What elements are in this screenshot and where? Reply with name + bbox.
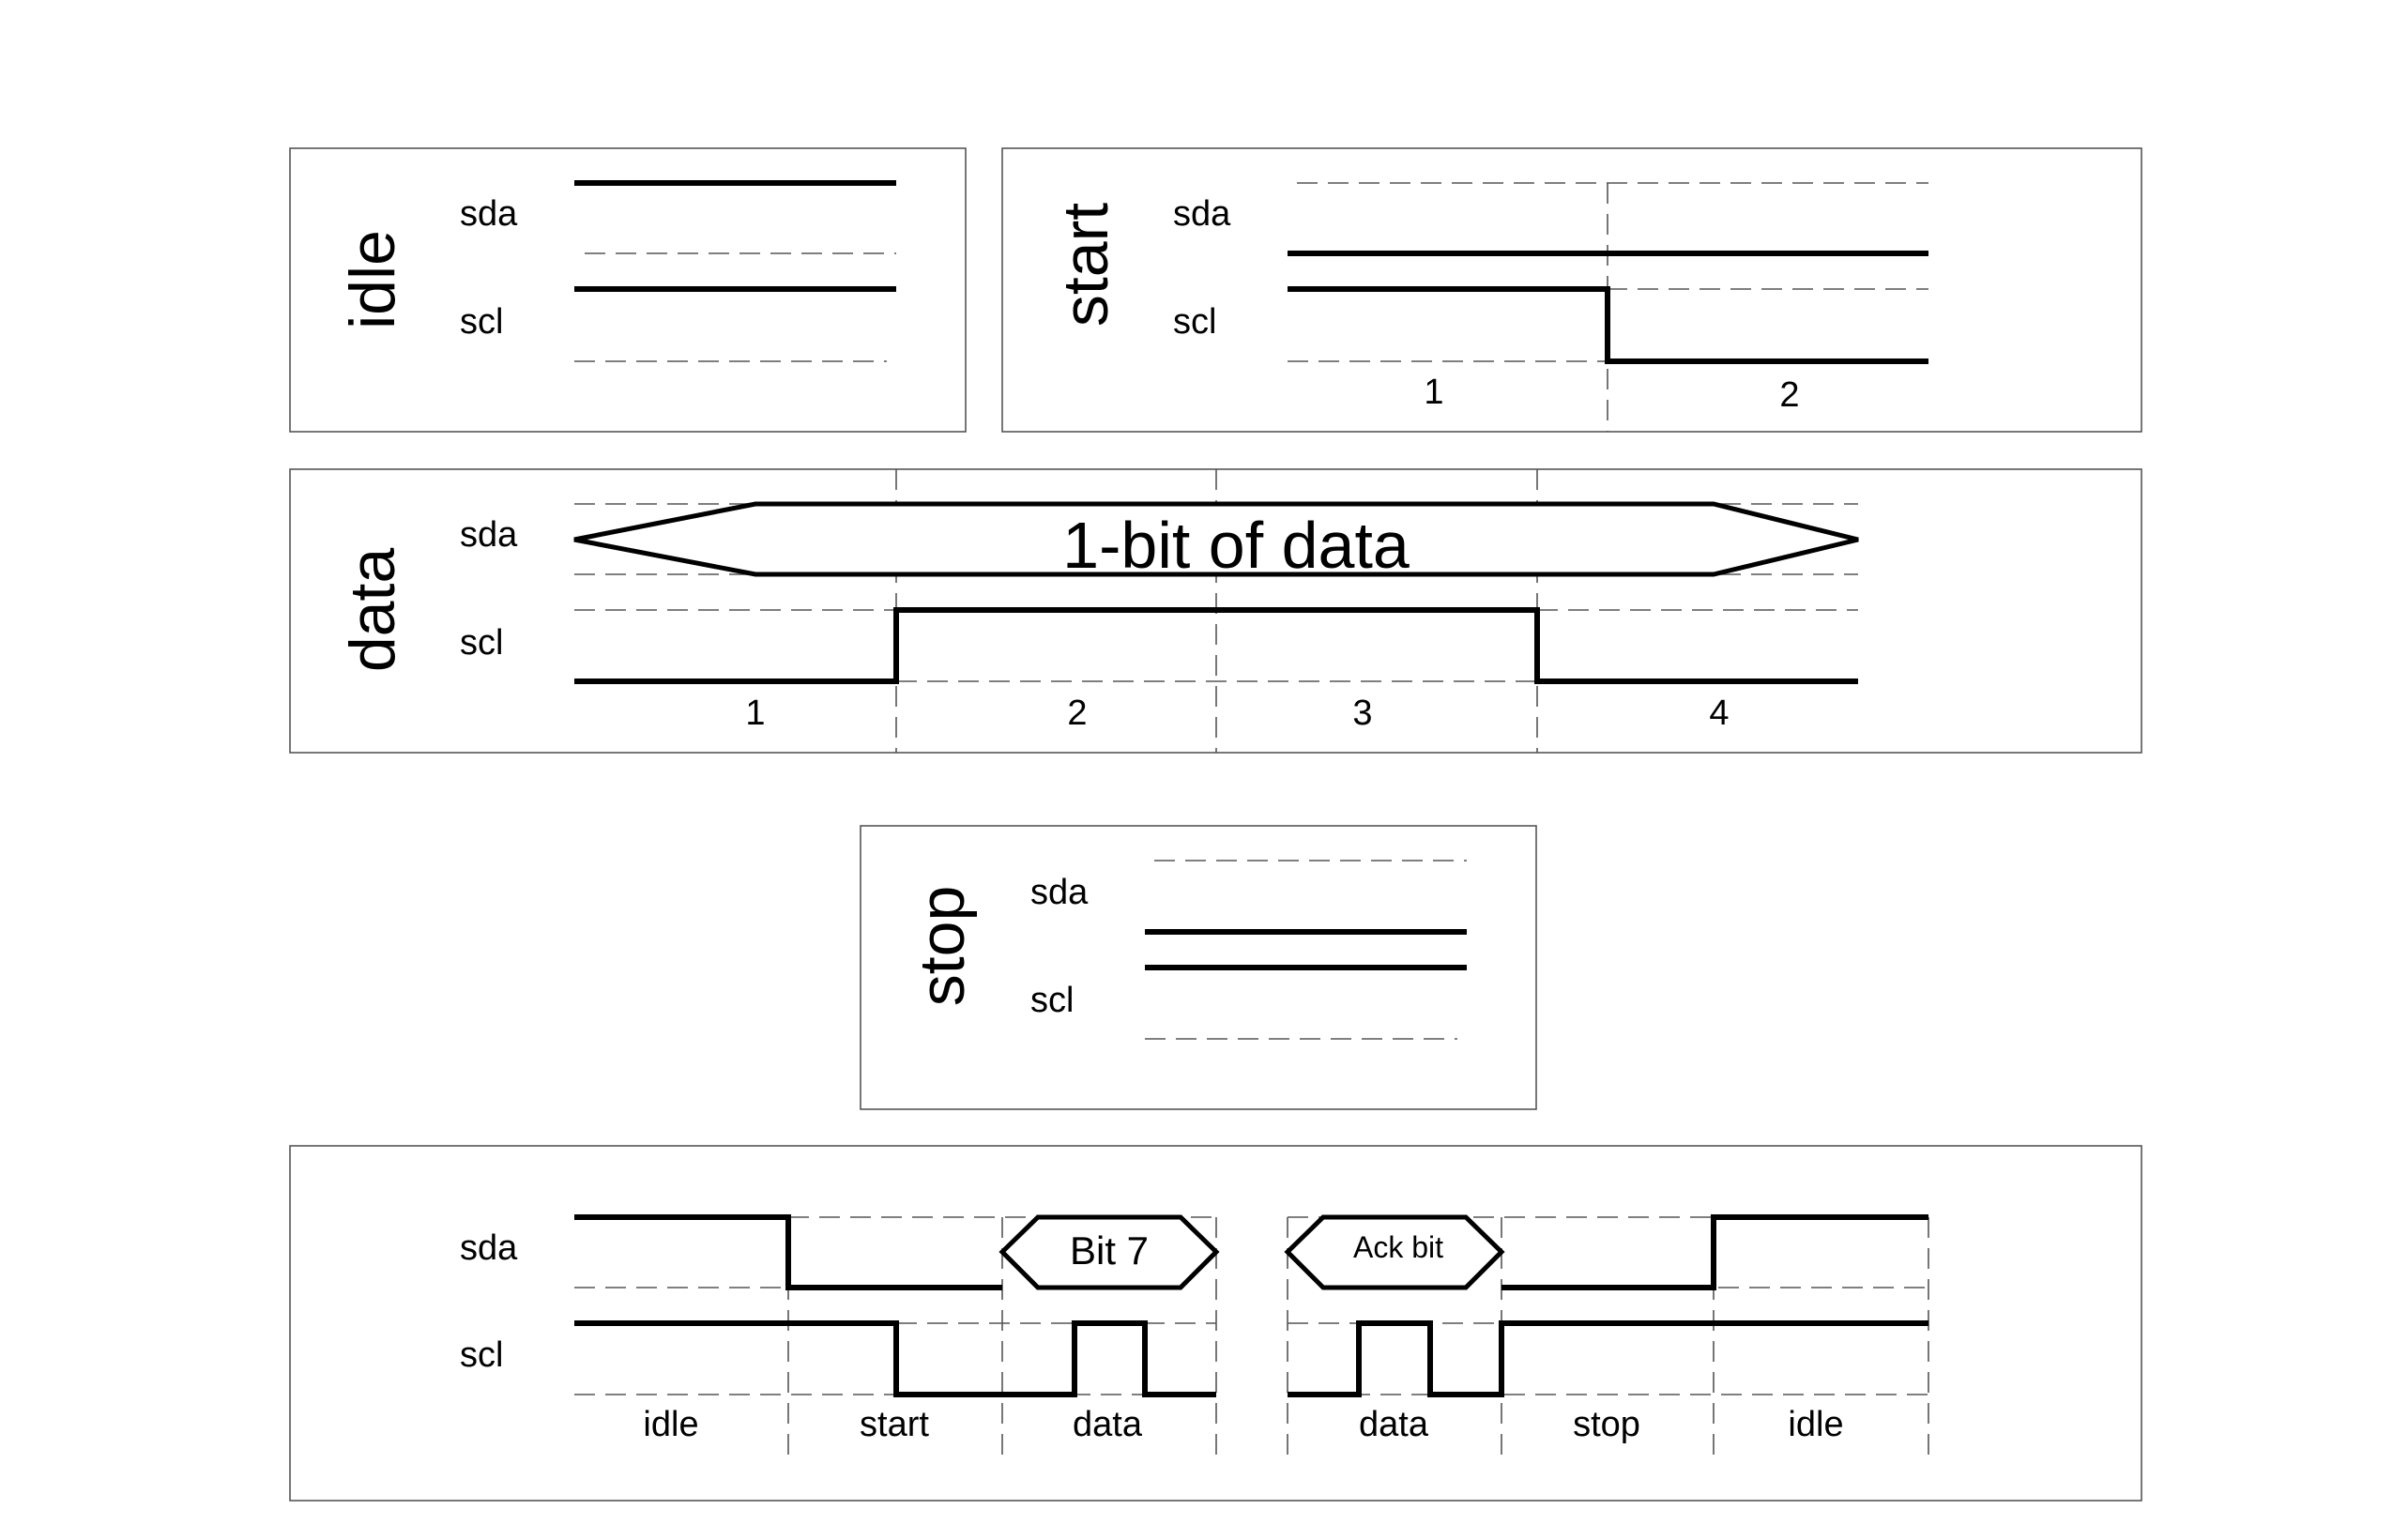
stop-panel: stop sda scl	[860, 825, 1537, 1110]
data-sda-bus-waveform	[573, 501, 1859, 577]
sequence-ack-label: Ack bit	[1353, 1230, 1443, 1264]
sequence-sda-waveform-right	[1501, 1214, 1928, 1290]
idle-title: idle	[337, 230, 408, 329]
sequence-phase-start: start	[860, 1405, 929, 1444]
stop-scl-label: scl	[1030, 981, 1074, 1020]
data-scl-waveform	[574, 607, 1858, 684]
data-phase-2: 2	[1067, 694, 1087, 733]
start-title: start	[1050, 203, 1121, 327]
sequence-phase-stop: stop	[1573, 1405, 1640, 1444]
data-phase-3: 3	[1352, 694, 1372, 733]
idle-sda-label: sda	[460, 194, 518, 234]
sequence-phase-idle: idle	[643, 1405, 698, 1444]
sequence-sda-label: sda	[460, 1228, 518, 1268]
data-bus-label: 1-bit of data	[1062, 509, 1410, 582]
sequence-phase-idle-end: idle	[1788, 1405, 1843, 1444]
sequence-bit7-bus	[998, 1214, 1220, 1290]
idle-scl-label: scl	[460, 302, 503, 342]
start-scl-waveform	[1288, 286, 1928, 364]
data-scl-label: scl	[460, 623, 503, 663]
data-sda-label: sda	[460, 515, 518, 555]
data-phase-1: 1	[745, 694, 765, 733]
sequence-scl-waveform-right	[1288, 1320, 1928, 1397]
start-sda-label: sda	[1173, 194, 1231, 234]
idle-panel: idle sda scl	[289, 147, 967, 433]
sequence-panel: sda scl Bit 7 Ack bit idle start data da…	[289, 1145, 2142, 1502]
sequence-scl-label: scl	[460, 1335, 503, 1375]
data-panel: data sda scl 1-bit of data 1 2 3 4	[289, 468, 2142, 754]
sequence-phase-data-2: data	[1359, 1405, 1429, 1444]
sequence-panel-frame	[289, 1145, 2142, 1502]
start-phase-1: 1	[1424, 373, 1443, 412]
start-panel-frame	[1001, 147, 2142, 433]
sequence-scl-waveform-left	[574, 1320, 1216, 1397]
start-phase-2: 2	[1779, 375, 1799, 415]
start-scl-label: scl	[1173, 302, 1216, 342]
stop-panel-frame	[860, 825, 1537, 1110]
data-phase-4: 4	[1709, 694, 1729, 733]
sequence-phase-data-1: data	[1073, 1405, 1143, 1444]
data-title: data	[337, 548, 408, 673]
sequence-sda-waveform-left	[574, 1214, 1002, 1290]
sequence-ack-bus	[1284, 1214, 1505, 1290]
stop-sda-label: sda	[1030, 873, 1089, 912]
idle-panel-frame	[289, 147, 967, 433]
sequence-bit7-label: Bit 7	[1070, 1228, 1149, 1273]
stop-title: stop	[907, 886, 978, 1007]
start-panel: start sda scl 1 2	[1001, 147, 2142, 433]
